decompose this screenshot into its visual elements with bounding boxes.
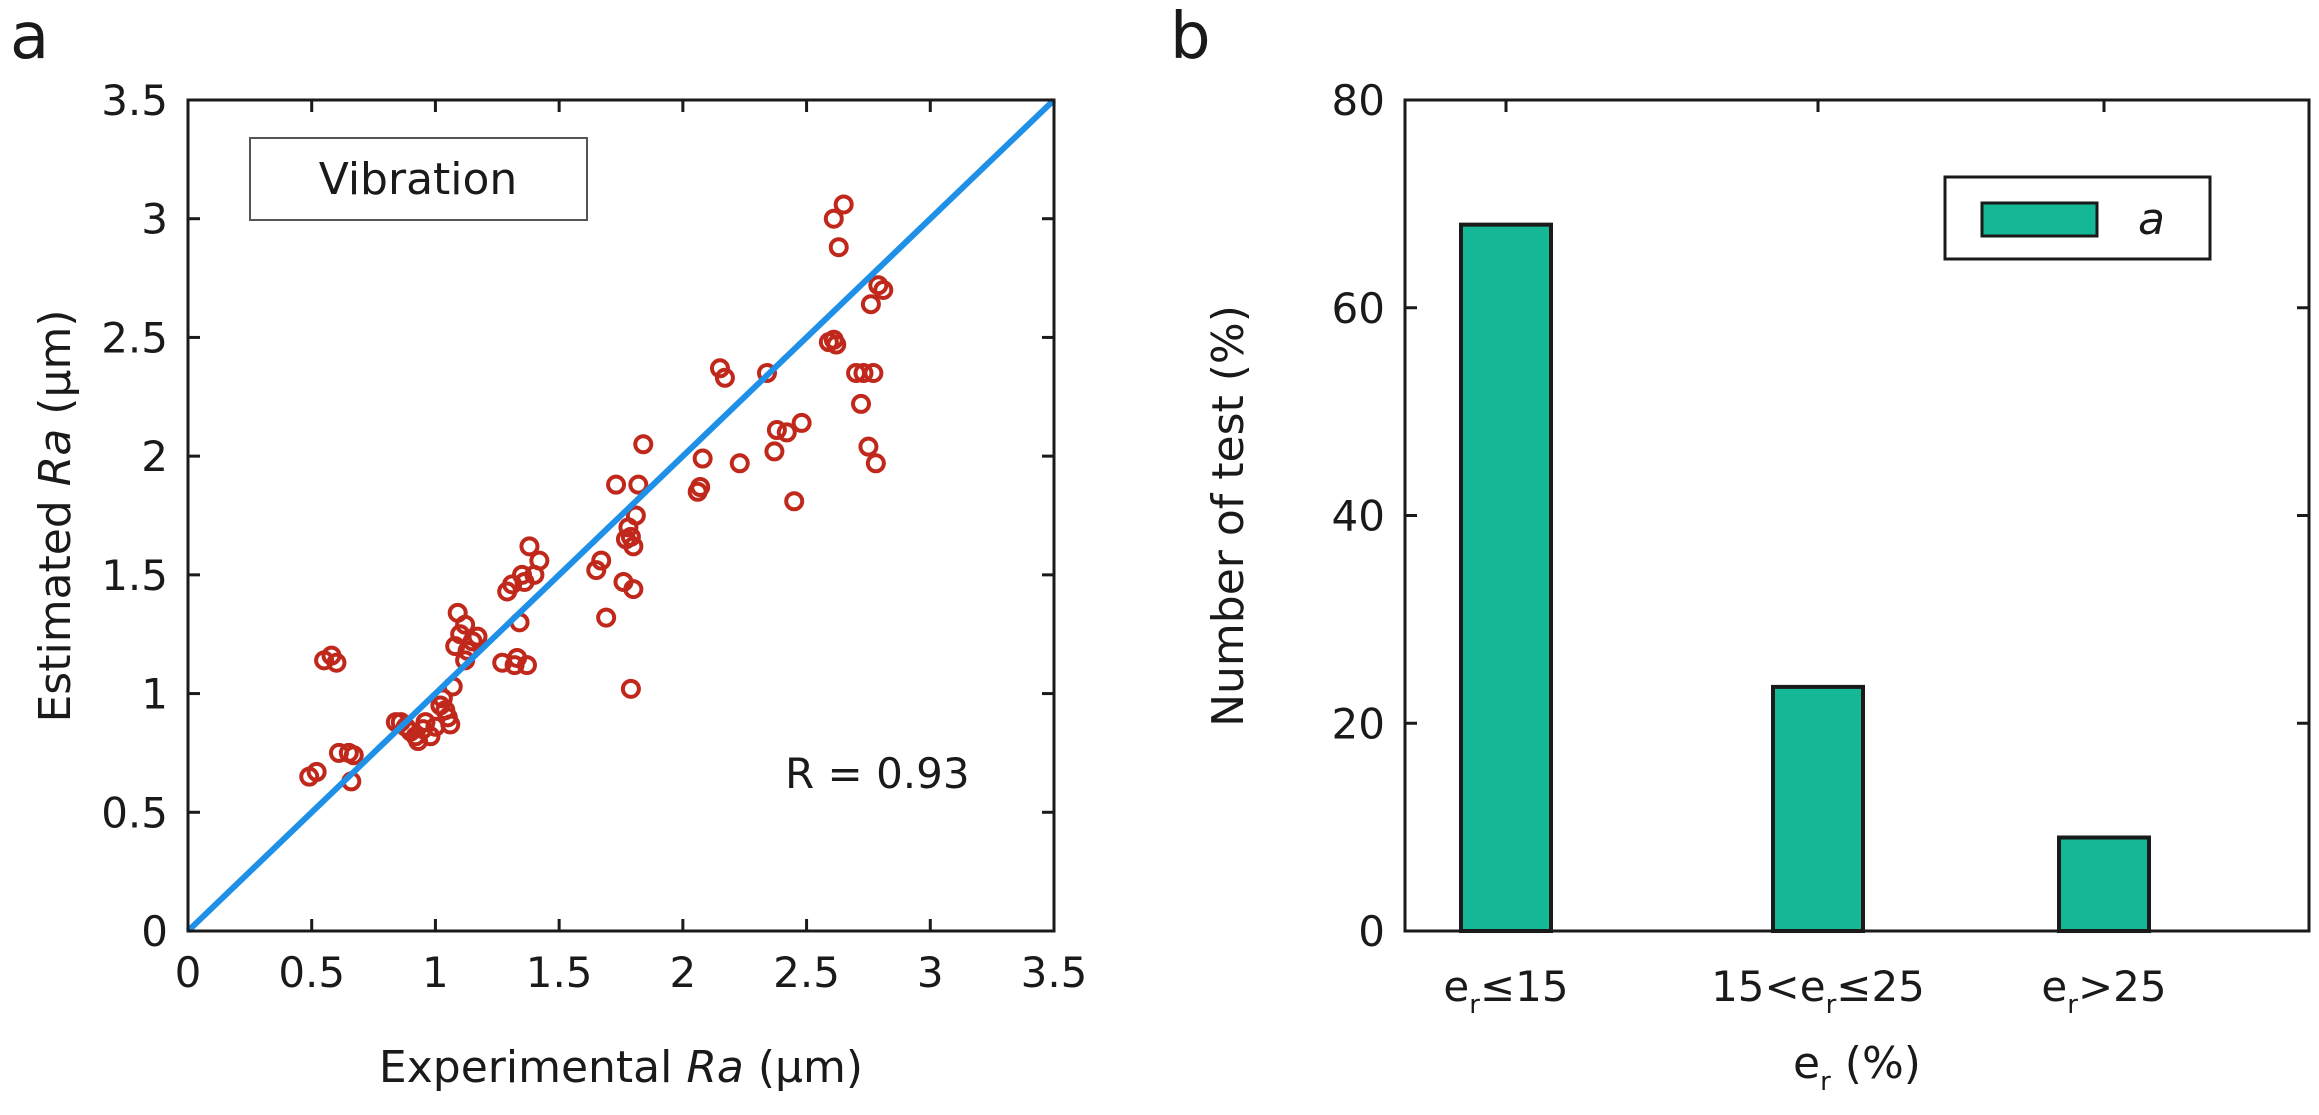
- y-tick-label-b: 0: [1358, 907, 1385, 956]
- data-point: [791, 412, 812, 433]
- b-tick-labels: 0 20 40 60 80: [1332, 76, 1385, 956]
- data-point: [633, 434, 654, 455]
- y-tick-label-a: 2: [141, 432, 168, 481]
- data-point: [620, 678, 641, 699]
- y-tick-label-a: 0.5: [101, 788, 168, 837]
- data-point: [625, 505, 646, 526]
- correlation-annotation: R = 0.93: [785, 749, 970, 798]
- data-point: [764, 441, 785, 462]
- x-axis-label-a: Experimental Ra (µm): [379, 1042, 863, 1093]
- bars: [1459, 222, 2151, 934]
- legend-swatch: [1980, 201, 2099, 238]
- bar-panel: b 0 20 40 60 80 er≤15 15<er≤25 er>25 a er (%…: [1170, 0, 2311, 1097]
- a-plot-frame: [186, 98, 1056, 933]
- bar-2: [2057, 835, 2151, 934]
- legend-label: Vibration: [319, 154, 518, 205]
- data-point: [858, 436, 879, 457]
- scatter-panel: a 0 0.5 1 1.5 2 2.5 3 3.5 0 0.5 1 1.5 2 2.5 3 3.5 Vibra…: [10, 0, 1087, 1093]
- y-tick-label-a: 3.5: [101, 76, 168, 125]
- data-point: [873, 279, 894, 300]
- data-point: [828, 237, 849, 258]
- x-tick-label-a: 2: [669, 948, 696, 997]
- data-point: [729, 453, 750, 474]
- category-label-0: er≤15: [1443, 962, 1568, 1020]
- data-point: [519, 536, 540, 557]
- data-point: [516, 655, 537, 676]
- y-tick-label-a: 1.5: [101, 551, 168, 600]
- data-point: [623, 579, 644, 600]
- data-point: [851, 393, 872, 414]
- data-point: [440, 714, 461, 735]
- data-point: [690, 477, 711, 498]
- b-plot-frame: [1403, 98, 2311, 933]
- y-tick-label-a: 2.5: [101, 313, 168, 362]
- data-point: [868, 275, 889, 296]
- x-axis-label-b: er (%): [1793, 1038, 1921, 1097]
- data-point: [529, 550, 550, 571]
- data-point: [326, 652, 347, 673]
- data-point: [865, 453, 886, 474]
- data-point: [776, 422, 797, 443]
- y-tick-label-b: 40: [1332, 492, 1385, 541]
- y-tick-label-b: 80: [1332, 76, 1385, 125]
- data-point: [343, 745, 364, 766]
- data-point: [628, 474, 649, 495]
- legend-box: [249, 137, 588, 221]
- legend-a: a: [1943, 175, 2212, 261]
- x-tick-label-a: 0: [175, 948, 202, 997]
- x-tick-label-a: 2.5: [773, 948, 840, 997]
- data-point: [833, 194, 854, 215]
- data-point: [620, 526, 641, 547]
- data-point: [692, 448, 713, 469]
- data-point: [455, 614, 476, 635]
- data-point: [306, 761, 327, 782]
- x-tick-label-a: 3: [917, 948, 944, 997]
- category-label-1: 15<er≤25: [1711, 962, 1925, 1020]
- data-point: [714, 367, 735, 388]
- x-tick-label-a: 1.5: [526, 948, 593, 997]
- legend-vibration: Vibration: [249, 137, 588, 221]
- bar-1: [1771, 684, 1865, 933]
- legend-label-b: a: [2138, 194, 2165, 245]
- y-tick-label-a: 1: [141, 670, 168, 719]
- data-point: [756, 363, 777, 384]
- x-tick-label-a: 3.5: [1021, 948, 1088, 997]
- data-point: [591, 550, 612, 571]
- category-label-2: er>25: [2041, 962, 2166, 1020]
- panel-label-b: b: [1170, 0, 1211, 74]
- bar-0: [1459, 222, 1553, 933]
- panel-label-a: a: [10, 0, 49, 74]
- y-tick-label-b: 20: [1332, 699, 1385, 748]
- x-tick-label-a: 1: [422, 948, 449, 997]
- data-point: [860, 294, 881, 315]
- y-tick-label-a: 0: [141, 907, 168, 956]
- data-point: [863, 363, 884, 384]
- x-tick-label-a: 0.5: [278, 948, 345, 997]
- y-tick-label-a: 3: [141, 195, 168, 244]
- reference-line: [185, 97, 1057, 934]
- y-tick-label-b: 60: [1332, 284, 1385, 333]
- data-point: [596, 607, 617, 628]
- data-point: [467, 626, 488, 647]
- data-point: [826, 334, 847, 355]
- data-point: [606, 474, 627, 495]
- a-tick-labels: 0 0.5 1 1.5 2 2.5 3 3.5 0 0.5 1 1.5 2 2.5 3 3.5: [101, 76, 1087, 997]
- data-point: [853, 363, 874, 384]
- data-point: [623, 536, 644, 557]
- data-point: [462, 631, 483, 652]
- data-point: [766, 420, 787, 441]
- y-axis-label-b: Number of test (%): [1203, 305, 1254, 727]
- y-axis-label-a: Estimated Ra (µm): [30, 310, 81, 723]
- data-point: [784, 491, 805, 512]
- scatter-points: [299, 194, 894, 792]
- data-point: [823, 208, 844, 229]
